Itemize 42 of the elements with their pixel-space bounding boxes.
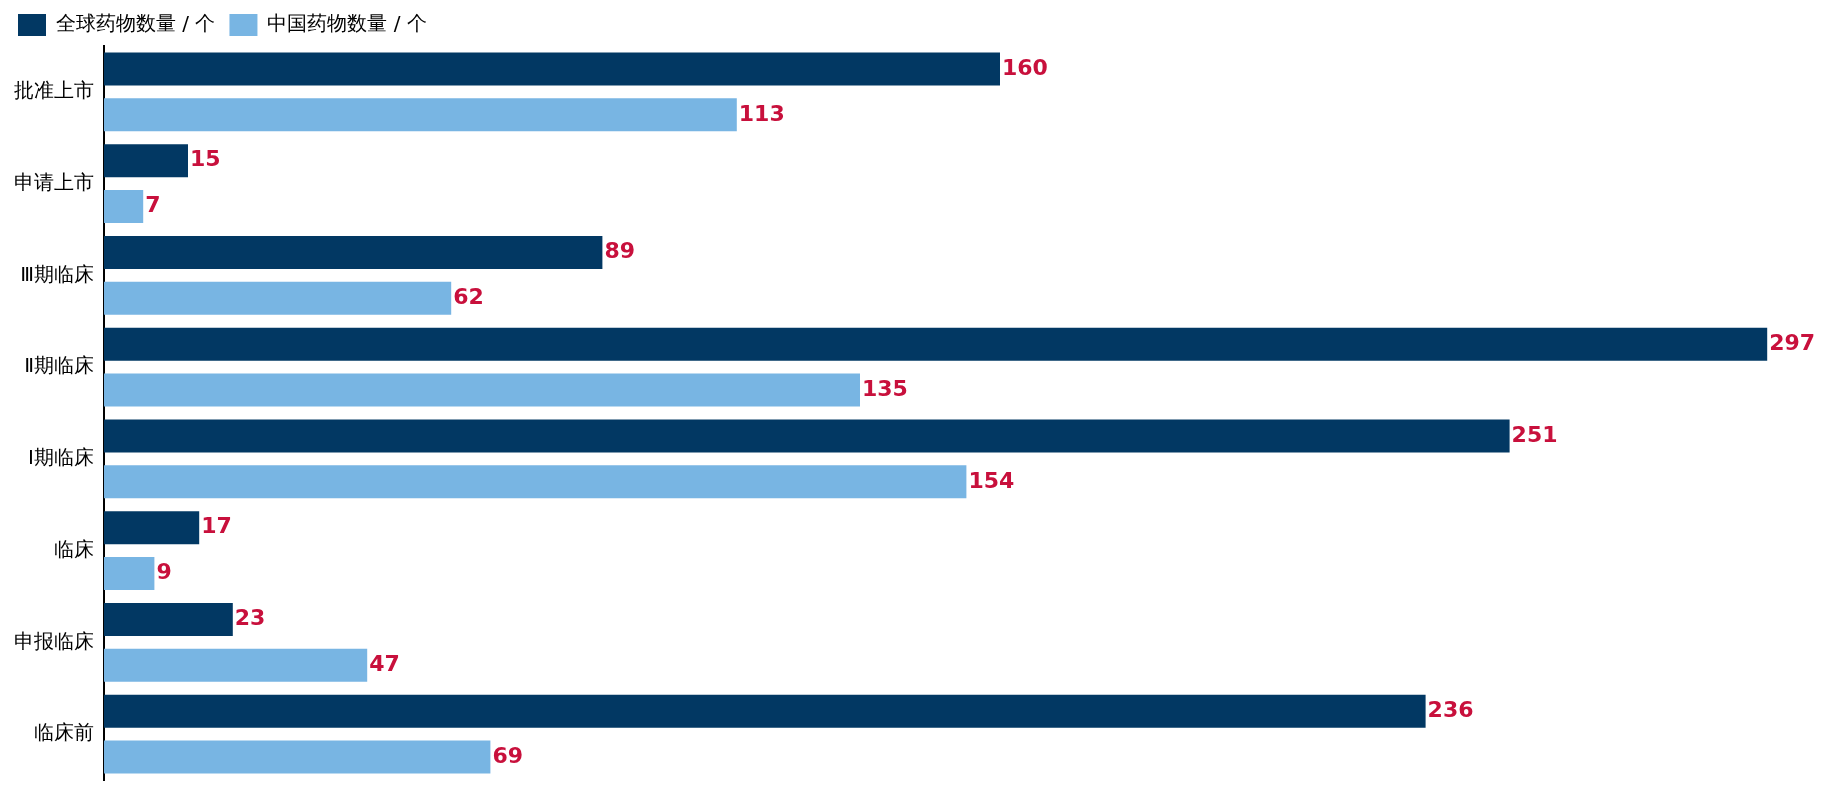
bar (104, 52, 1000, 86)
data-label: 47 (369, 651, 400, 677)
legend-label: 全球药物数量 / 个 (56, 11, 216, 36)
bar (104, 694, 1426, 728)
bar (104, 98, 737, 132)
data-label: 251 (1511, 421, 1558, 447)
y-tick-label: Ⅰ期临床 (28, 445, 94, 470)
data-label: 160 (1002, 54, 1048, 80)
data-label: 23 (234, 605, 266, 631)
y-tick-label: 临床前 (34, 720, 94, 745)
bar (104, 419, 1510, 453)
y-tick-label: 批准上市 (14, 78, 94, 103)
data-label: 69 (492, 742, 524, 768)
y-tick-label: Ⅲ期临床 (20, 261, 94, 286)
bar (104, 557, 155, 591)
y-tick-label: 临床 (54, 536, 94, 561)
y-tick-label: 申报临床 (14, 628, 94, 653)
data-label: 236 (1427, 696, 1474, 722)
data-label: 135 (862, 375, 908, 401)
bar (104, 373, 860, 407)
data-label: 9 (156, 559, 172, 585)
y-tick-label: 申请上市 (14, 169, 94, 194)
data-label: 7 (145, 192, 161, 218)
bar (104, 511, 200, 545)
bar (104, 327, 1768, 361)
data-label: 62 (453, 284, 484, 310)
data-label: 154 (968, 467, 1015, 493)
bar (104, 144, 188, 178)
bar (104, 281, 452, 315)
bar (104, 465, 967, 499)
legend-label: 中国药物数量 / 个 (267, 11, 427, 36)
bar (104, 648, 368, 682)
data-label: 297 (1769, 329, 1816, 355)
bar (104, 740, 491, 774)
bar (104, 190, 144, 224)
y-tick-label: Ⅱ期临床 (24, 353, 94, 378)
data-label: 17 (201, 513, 232, 539)
bar (104, 602, 233, 636)
data-label: 15 (190, 146, 221, 172)
data-label: 89 (604, 238, 636, 264)
bar (104, 235, 603, 269)
data-label: 113 (738, 100, 785, 126)
